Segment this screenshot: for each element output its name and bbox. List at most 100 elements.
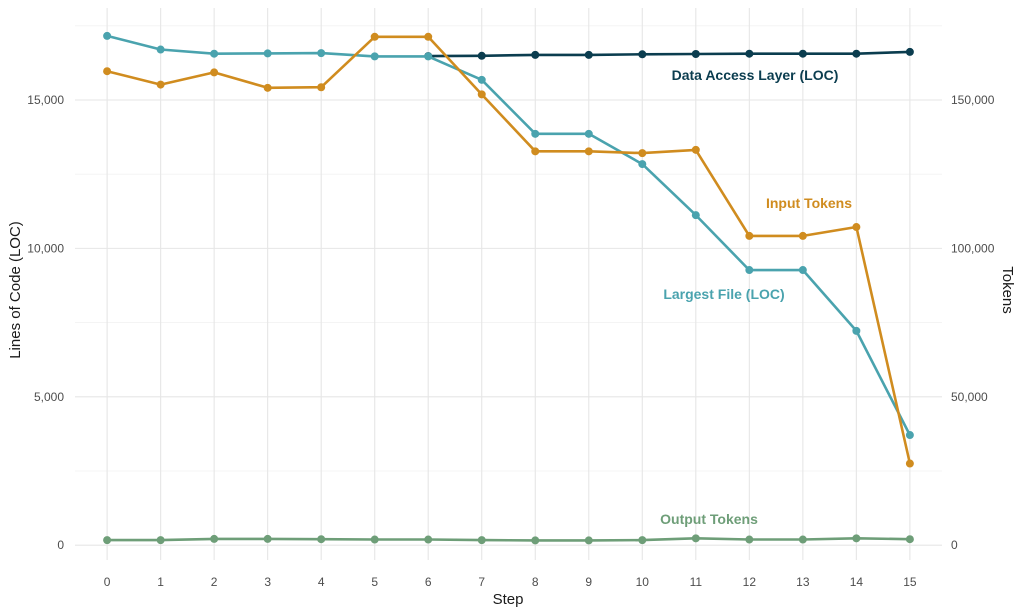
right-y-tick-label: 0 xyxy=(951,538,958,552)
data-point xyxy=(852,326,861,335)
left-y-axis-title: Lines of Code (LOC) xyxy=(7,221,24,359)
series-largest-file-loc xyxy=(103,31,914,440)
data-point xyxy=(638,160,647,169)
right-y-axis-title: Tokens xyxy=(999,266,1016,314)
series-line xyxy=(426,50,912,58)
data-point xyxy=(531,536,540,545)
data-point xyxy=(798,266,807,275)
x-tick-label: 11 xyxy=(690,575,703,589)
series-output-tokens xyxy=(103,534,914,545)
right-y-tick-label: 100,000 xyxy=(951,241,995,255)
left-y-tick-label: 5,000 xyxy=(34,390,64,404)
data-point xyxy=(156,45,165,54)
series-lines xyxy=(103,31,914,545)
data-point xyxy=(317,535,326,544)
series-label-output-tokens: Output Tokens xyxy=(660,511,758,527)
data-point xyxy=(210,534,219,543)
data-point xyxy=(584,50,593,59)
x-tick-label: 1 xyxy=(157,575,164,589)
series-label-input-tokens: Input Tokens xyxy=(766,195,852,211)
data-point xyxy=(584,147,593,156)
x-axis-title: Step xyxy=(493,591,524,608)
data-point xyxy=(103,536,112,545)
series-line xyxy=(105,35,912,465)
data-point xyxy=(263,83,272,92)
data-point xyxy=(477,90,486,99)
data-point xyxy=(424,52,433,61)
data-point xyxy=(745,49,754,58)
series-label-largest-file-loc: Largest File (LOC) xyxy=(663,286,784,302)
data-point xyxy=(852,49,861,58)
series-label-data-access-layer-loc: Data Access Layer (LOC) xyxy=(672,67,839,83)
series-line xyxy=(105,34,912,437)
data-point xyxy=(691,211,700,220)
data-point xyxy=(424,32,433,41)
data-point xyxy=(798,231,807,240)
data-point xyxy=(370,32,379,41)
data-point xyxy=(852,223,861,232)
data-point xyxy=(370,535,379,544)
data-point xyxy=(531,129,540,138)
data-point xyxy=(691,50,700,58)
left-y-tick-label: 10,000 xyxy=(27,241,64,255)
x-tick-label: 9 xyxy=(585,575,592,589)
data-point xyxy=(638,536,647,545)
x-tick-label: 0 xyxy=(104,575,111,589)
left-y-tick-label: 15,000 xyxy=(27,93,64,107)
data-point xyxy=(638,149,647,158)
data-point xyxy=(477,75,486,84)
grid xyxy=(75,8,942,560)
data-point xyxy=(477,51,486,60)
left-y-tick-label: 0 xyxy=(57,538,64,552)
data-point xyxy=(745,231,754,240)
right-y-tick-label: 50,000 xyxy=(951,390,988,404)
x-tick-label: 15 xyxy=(903,575,917,589)
data-point xyxy=(745,535,754,544)
data-point xyxy=(477,536,486,545)
data-point xyxy=(584,129,593,138)
data-point xyxy=(584,536,593,545)
x-tick-label: 10 xyxy=(636,575,650,589)
x-tick-label: 12 xyxy=(743,575,757,589)
x-tick-label: 7 xyxy=(478,575,485,589)
data-point xyxy=(531,147,540,156)
data-point xyxy=(905,431,914,440)
data-point xyxy=(103,67,112,76)
data-point xyxy=(263,49,272,58)
x-tick-label: 14 xyxy=(850,575,864,589)
data-point xyxy=(210,49,219,58)
tick-labels: 0 5,000 10,000 15,000 0 50,000 100,000 150,000 0… xyxy=(27,93,994,589)
data-point xyxy=(370,52,379,61)
data-point xyxy=(691,534,700,543)
data-point xyxy=(691,145,700,154)
data-point xyxy=(745,266,754,275)
x-tick-label: 8 xyxy=(532,575,539,589)
data-point xyxy=(210,68,219,77)
data-point xyxy=(905,459,914,468)
data-point xyxy=(263,534,272,543)
x-tick-label: 6 xyxy=(425,575,432,589)
data-point xyxy=(103,31,112,40)
x-tick-label: 5 xyxy=(371,575,378,589)
series-line xyxy=(105,536,912,542)
data-point xyxy=(531,50,540,59)
series-labels: Data Access Layer (LOC) Largest File (LOC… xyxy=(660,67,852,527)
x-tick-label: 3 xyxy=(264,575,271,589)
data-point xyxy=(905,535,914,544)
x-tick-label: 2 xyxy=(211,575,218,589)
data-point xyxy=(638,50,647,59)
series-data-access-layer-loc xyxy=(424,47,914,61)
data-point xyxy=(156,536,165,545)
data-point xyxy=(317,83,326,92)
data-point xyxy=(798,49,807,58)
data-point xyxy=(852,534,861,543)
x-tick-label: 4 xyxy=(318,575,325,589)
data-point xyxy=(156,80,165,89)
data-point xyxy=(798,535,807,544)
right-y-tick-label: 150,000 xyxy=(951,93,995,107)
data-point xyxy=(317,49,326,58)
data-point xyxy=(424,535,433,544)
data-point xyxy=(905,47,914,56)
series-input-tokens xyxy=(103,32,914,468)
